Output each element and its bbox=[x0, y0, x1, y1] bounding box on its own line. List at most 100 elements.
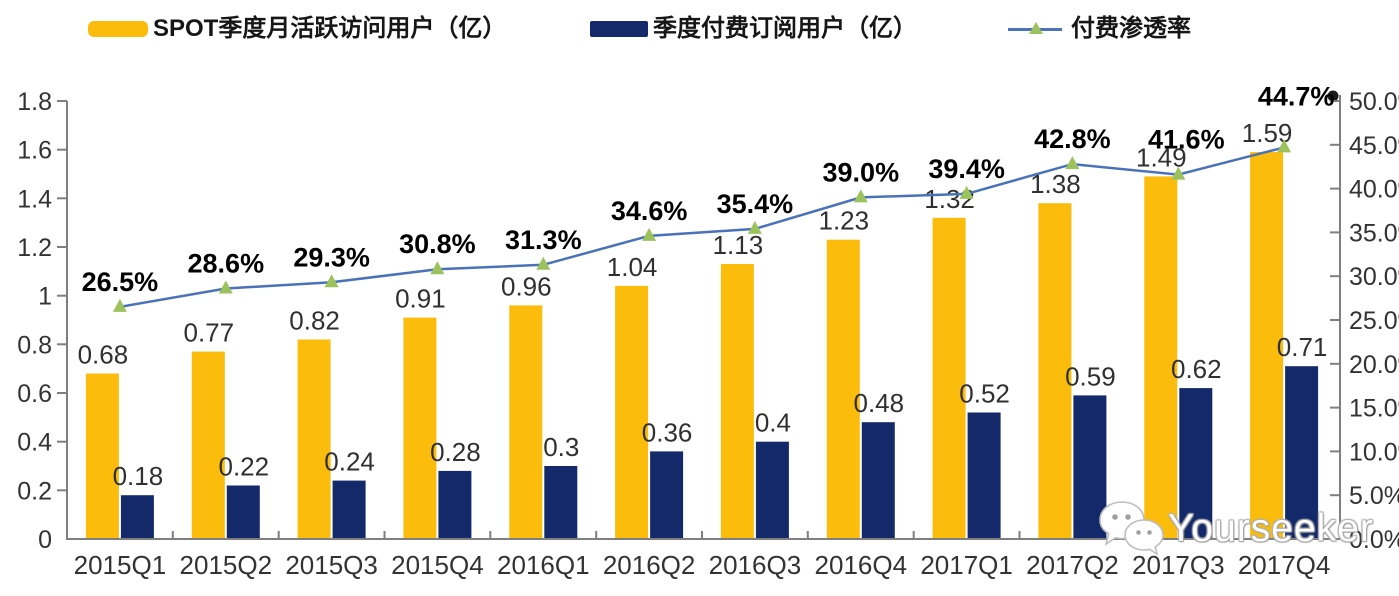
x-axis-category-label: 2015Q3 bbox=[285, 550, 378, 580]
bar-subscribers bbox=[120, 495, 154, 539]
right-axis-tick-label: 10.0% bbox=[1349, 438, 1399, 466]
x-axis-category-label: 2015Q4 bbox=[391, 550, 484, 580]
bar-subscribers bbox=[544, 466, 578, 539]
line-triangle-marker bbox=[536, 256, 551, 270]
left-axis-tick-label: 0.2 bbox=[17, 477, 52, 505]
left-axis-tick-label: 0.8 bbox=[17, 331, 52, 359]
percent-label-penetration: 44.7% bbox=[1258, 81, 1335, 111]
left-axis-tick-label: 1.8 bbox=[17, 88, 52, 116]
bar-value-label-mau: 1.13 bbox=[713, 230, 764, 260]
bar-value-label-subscribers: 0.59 bbox=[1065, 361, 1116, 391]
left-axis-tick-label: 0.6 bbox=[17, 380, 52, 408]
legend-label-penetration: 付费渗透率 bbox=[1071, 15, 1191, 42]
left-axis-tick-label: 1.4 bbox=[17, 185, 52, 213]
bar-subscribers bbox=[1179, 388, 1213, 539]
bar-subscribers bbox=[438, 470, 472, 539]
bar-subscribers bbox=[755, 441, 789, 539]
line-triangle-marker bbox=[747, 220, 762, 234]
bar-value-label-subscribers: 0.3 bbox=[543, 432, 579, 462]
right-axis-tick-label: 5.0% bbox=[1349, 482, 1399, 510]
bar-mau bbox=[403, 317, 437, 539]
line-triangle-marker bbox=[642, 227, 657, 241]
x-axis-category-label: 2016Q4 bbox=[815, 550, 908, 580]
percent-label-penetration: 39.4% bbox=[928, 154, 1005, 184]
line-triangle-marker bbox=[112, 298, 127, 312]
x-axis-category-label: 2015Q2 bbox=[180, 550, 273, 580]
right-axis-tick-label: 0.0% bbox=[1349, 526, 1399, 554]
percent-label-penetration: 41.6% bbox=[1148, 125, 1225, 155]
bar-mau bbox=[932, 217, 966, 540]
bar-value-label-mau: 0.82 bbox=[289, 306, 340, 336]
legend-line-marker-icon bbox=[1008, 21, 1062, 37]
bar-value-label-subscribers: 0.22 bbox=[218, 452, 269, 482]
line-triangle-marker bbox=[430, 261, 445, 275]
bar-mau bbox=[720, 264, 754, 539]
bar-mau bbox=[826, 239, 860, 539]
percent-label-penetration: 42.8% bbox=[1034, 124, 1111, 154]
right-axis-tick-label: 30.0% bbox=[1349, 263, 1399, 291]
bar-subscribers bbox=[650, 451, 684, 539]
percent-label-penetration: 31.3% bbox=[505, 225, 582, 255]
right-axis-tick-label: 15.0% bbox=[1349, 395, 1399, 423]
bar-value-label-subscribers: 0.52 bbox=[959, 379, 1010, 409]
bar-mau bbox=[191, 351, 225, 539]
right-axis-tick-label: 45.0% bbox=[1349, 132, 1399, 160]
bar-value-label-subscribers: 0.18 bbox=[113, 461, 164, 491]
legend-swatch-subscribers-bar bbox=[590, 21, 648, 37]
bar-subscribers bbox=[861, 422, 895, 539]
bar-subscribers bbox=[226, 485, 260, 539]
legend-item-penetration: 付费渗透率 bbox=[1008, 14, 1191, 44]
x-axis-category-label: 2015Q1 bbox=[74, 550, 167, 580]
line-triangle-marker bbox=[324, 274, 339, 288]
x-axis-category-label: 2017Q1 bbox=[920, 550, 1013, 580]
right-axis-tick-label: 50.0% bbox=[1349, 88, 1399, 116]
bar-value-label-subscribers: 0.4 bbox=[755, 408, 791, 438]
bar-subscribers bbox=[1285, 366, 1319, 539]
bar-mau bbox=[509, 305, 543, 539]
bar-value-label-mau: 0.96 bbox=[501, 271, 552, 301]
bar-mau bbox=[1038, 203, 1072, 539]
percent-label-penetration: 29.3% bbox=[293, 242, 370, 272]
percent-label-penetration: 26.5% bbox=[82, 267, 159, 297]
bar-value-label-mau: 0.68 bbox=[78, 340, 129, 370]
line-triangle-marker bbox=[218, 280, 233, 294]
bar-value-label-subscribers: 0.36 bbox=[642, 417, 693, 447]
right-axis-tick-label: 40.0% bbox=[1349, 176, 1399, 204]
bar-value-label-mau: 0.91 bbox=[395, 284, 446, 314]
bar-value-label-subscribers: 0.28 bbox=[430, 437, 481, 467]
right-axis-tick-label: 20.0% bbox=[1349, 351, 1399, 379]
percent-label-penetration: 30.8% bbox=[399, 229, 476, 259]
legend-item-mau: SPOT季度月活跃访问用户（亿） bbox=[88, 14, 506, 44]
line-penetration-rate bbox=[119, 146, 1285, 309]
line-triangle-marker bbox=[1065, 156, 1080, 170]
left-axis-tick-label: 1 bbox=[38, 283, 52, 311]
bar-value-label-subscribers: 0.24 bbox=[324, 447, 375, 477]
bar-value-label-mau: 1.04 bbox=[607, 252, 658, 282]
x-axis-category-label: 2017Q4 bbox=[1238, 550, 1331, 580]
bar-subscribers bbox=[967, 412, 1001, 539]
line-triangle-marker bbox=[1171, 166, 1186, 180]
bar-mau bbox=[1250, 152, 1284, 539]
right-axis-tick-label: 35.0% bbox=[1349, 219, 1399, 247]
x-axis-category-label: 2016Q2 bbox=[603, 550, 696, 580]
left-axis-tick-label: 0.4 bbox=[17, 429, 52, 457]
right-axis-top-dot bbox=[1327, 90, 1339, 102]
watermark-text: Yourseeker bbox=[1168, 507, 1374, 550]
x-axis-category-label: 2016Q1 bbox=[497, 550, 590, 580]
legend-triangle-marker-icon bbox=[1029, 22, 1043, 34]
bar-value-label-subscribers: 0.71 bbox=[1277, 332, 1328, 362]
line-triangle-marker bbox=[959, 185, 974, 199]
x-axis-category-label: 2016Q3 bbox=[709, 550, 802, 580]
wechat-chat-bubbles-icon bbox=[1099, 501, 1164, 556]
bar-mau bbox=[85, 373, 119, 539]
left-axis-tick-label: 1.6 bbox=[17, 137, 52, 165]
bar-value-label-mau: 1.23 bbox=[818, 206, 869, 236]
legend-item-subscribers: 季度付费订阅用户（亿） bbox=[590, 14, 917, 44]
bar-mau bbox=[1144, 176, 1178, 539]
watermark: Yourseeker bbox=[1096, 498, 1374, 560]
left-axis-tick-label: 0 bbox=[38, 526, 52, 554]
percent-label-penetration: 39.0% bbox=[823, 157, 900, 187]
bar-value-label-subscribers: 0.48 bbox=[853, 388, 904, 418]
